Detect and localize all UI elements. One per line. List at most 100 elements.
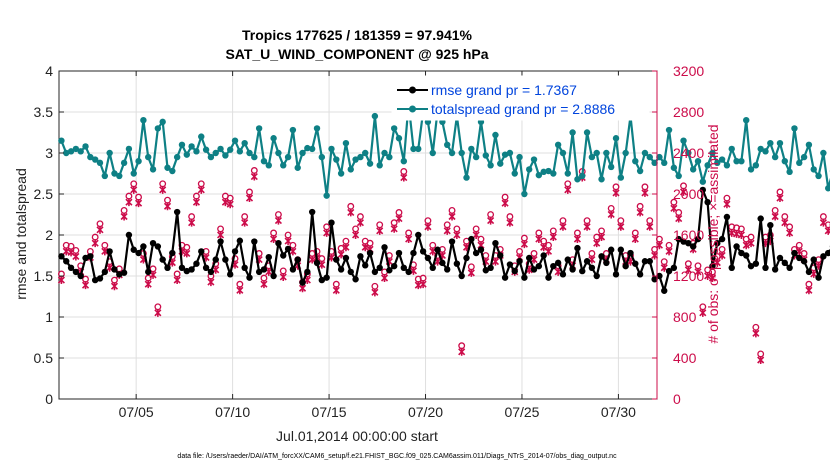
totalspread-point	[58, 137, 65, 144]
obs-assimilated-point	[380, 274, 389, 282]
obs-assimilated-point	[192, 198, 201, 207]
totalspread-point	[762, 148, 769, 155]
totalspread-point	[791, 125, 798, 132]
totalspread-point	[145, 153, 152, 161]
rmse-point	[82, 254, 89, 262]
rmse-point	[241, 264, 248, 271]
obs-assimilated-point	[337, 250, 345, 259]
totalspread-point	[337, 170, 345, 177]
totalspread-point	[415, 145, 422, 153]
totalspread-point	[96, 159, 104, 167]
totalspread-point	[661, 159, 668, 167]
totalspread-point	[810, 166, 817, 173]
rmse-point	[492, 240, 499, 247]
obs-assimilated-point	[781, 218, 789, 227]
rmse-point	[159, 256, 166, 263]
totalspread-point	[188, 143, 195, 150]
rmse-point	[612, 271, 620, 278]
obs-assimilated-point	[347, 208, 355, 217]
totalspread-point	[294, 164, 301, 171]
obs-assimilated-point	[535, 235, 543, 244]
y-right-tick-label: 800	[673, 309, 697, 325]
rmse-point	[173, 208, 181, 216]
totalspread-point	[120, 159, 128, 167]
rmse-point	[246, 274, 253, 281]
rmse-point	[458, 272, 465, 280]
series-layer	[57, 100, 830, 364]
rmse-point	[463, 254, 470, 262]
obs-assimilated-point	[752, 329, 760, 338]
rmse-point	[304, 268, 311, 276]
totalspread-point	[781, 158, 788, 165]
rmse-point	[198, 248, 205, 255]
rmse-point	[545, 274, 552, 281]
y-right-tick-label: 1600	[673, 227, 704, 243]
totalspread-point	[771, 153, 779, 161]
y-tick-label: 1.5	[34, 268, 54, 284]
obs-assimilated-point	[376, 226, 384, 235]
rmse-point	[308, 208, 316, 216]
rmse-point	[747, 262, 755, 270]
obs-assimilated-point	[819, 218, 827, 227]
rmse-point	[786, 264, 793, 271]
totalspread-point	[72, 145, 80, 153]
rmse-point	[603, 259, 610, 267]
obs-assimilated-point	[544, 247, 553, 256]
totalspread-point	[125, 145, 133, 153]
rmse-point	[781, 259, 788, 267]
obs-assimilated-point	[81, 281, 90, 290]
totalspread-point	[67, 148, 75, 155]
totalspread-point	[280, 162, 287, 169]
totalspread-point	[429, 149, 436, 157]
y-axis-left: 0 0.5 1 1.5 2 2.5 3 3.5 4	[34, 63, 64, 407]
rmse-point	[607, 246, 615, 253]
legend: rmse grand pr = 1.7367 totalspread grand…	[391, 75, 650, 121]
totalspread-point	[323, 192, 330, 199]
rmse-point	[77, 272, 84, 280]
chart-title: Tropics 177625 / 181359 = 97.941%	[242, 27, 473, 43]
rmse-point	[569, 266, 576, 273]
totalspread-point	[410, 145, 417, 153]
totalspread-point	[251, 153, 258, 161]
totalspread-point	[815, 172, 822, 180]
totalspread-point	[636, 167, 644, 175]
obs-assimilated-point	[173, 276, 181, 285]
totalspread-point	[492, 131, 499, 139]
totalspread-point	[709, 149, 716, 157]
rmse-point	[699, 186, 707, 194]
x-tick-label: 07/20	[408, 404, 443, 420]
totalspread-point	[689, 166, 697, 173]
obs-assimilated-point	[274, 216, 282, 225]
totalspread-point	[670, 164, 678, 171]
totalspread-point	[622, 149, 629, 157]
obs-assimilated-point	[144, 280, 152, 289]
rmse-point	[767, 221, 774, 229]
totalspread-point	[289, 126, 297, 134]
rmse-point	[815, 274, 822, 281]
rmse-point	[120, 269, 128, 276]
obs-assimilated-point	[216, 230, 225, 239]
rmse-point	[313, 259, 321, 267]
y-right-tick-label: 400	[673, 350, 697, 366]
rmse-point	[178, 264, 186, 271]
legend-rmse-marker	[409, 86, 416, 94]
rmse-point	[318, 276, 326, 284]
totalspread-point	[255, 125, 263, 132]
rmse-point	[800, 258, 808, 265]
rmse-point	[323, 274, 330, 281]
obs-assimilated-point	[607, 210, 615, 219]
totalspread-point	[757, 145, 764, 153]
y-right-tick-label: 2000	[673, 186, 704, 202]
totalspread-point	[487, 162, 494, 169]
totalspread-point	[101, 172, 109, 180]
obs-assimilated-point	[713, 258, 721, 267]
obs-assimilated-point	[747, 239, 755, 248]
x-axis: 07/05 07/10 07/15 07/20 07/25 07/30	[119, 71, 636, 420]
rmse-point	[704, 199, 711, 206]
totalspread-point	[511, 170, 518, 177]
rmse-point	[270, 272, 277, 280]
rmse-point	[661, 287, 668, 294]
totalspread-point	[400, 158, 408, 165]
obs-assimilated-point	[824, 226, 830, 235]
